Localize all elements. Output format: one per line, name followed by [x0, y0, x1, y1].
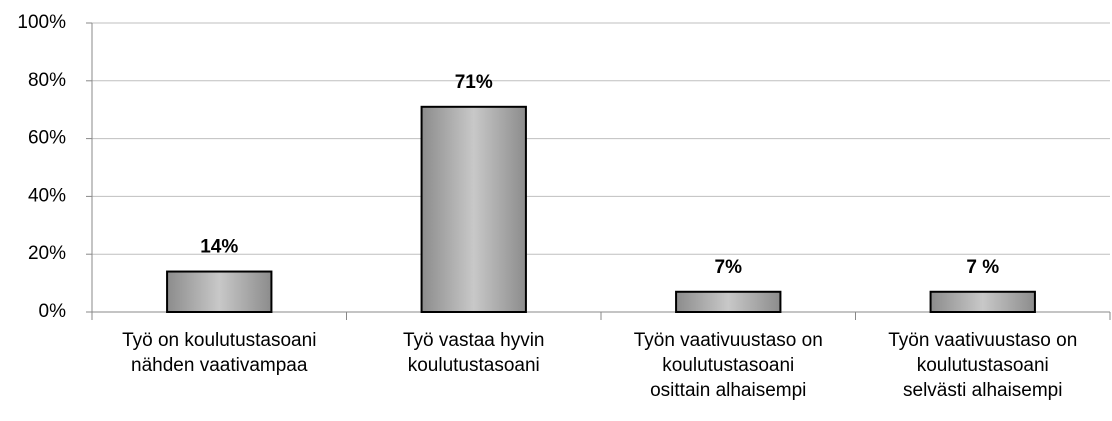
bar [929, 290, 1036, 313]
y-tick-label: 20% [28, 243, 66, 264]
data-label: 7% [715, 257, 743, 278]
y-tick-label: 100% [17, 12, 66, 33]
y-tick-label: 0% [39, 301, 67, 322]
y-tick-label: 80% [28, 70, 66, 91]
bar [166, 270, 273, 314]
y-tick-label: 60% [28, 128, 66, 149]
data-label: 14% [200, 237, 238, 258]
x-tick-label: Työn vaativuustaso on koulutustasoani os… [633, 330, 823, 401]
bar [675, 290, 782, 313]
x-tick-label: Työ on koulutustasoani nähden vaativampa… [122, 330, 317, 376]
data-label: 7 % [966, 257, 999, 278]
bar [420, 105, 527, 313]
x-tick-label: Työn vaativuustaso on koulutustasoani se… [888, 330, 1078, 401]
x-tick-label: Työ vastaa hyvin koulutustasoani [402, 330, 545, 376]
y-tick-label: 40% [28, 185, 66, 206]
data-label: 71% [455, 72, 493, 93]
